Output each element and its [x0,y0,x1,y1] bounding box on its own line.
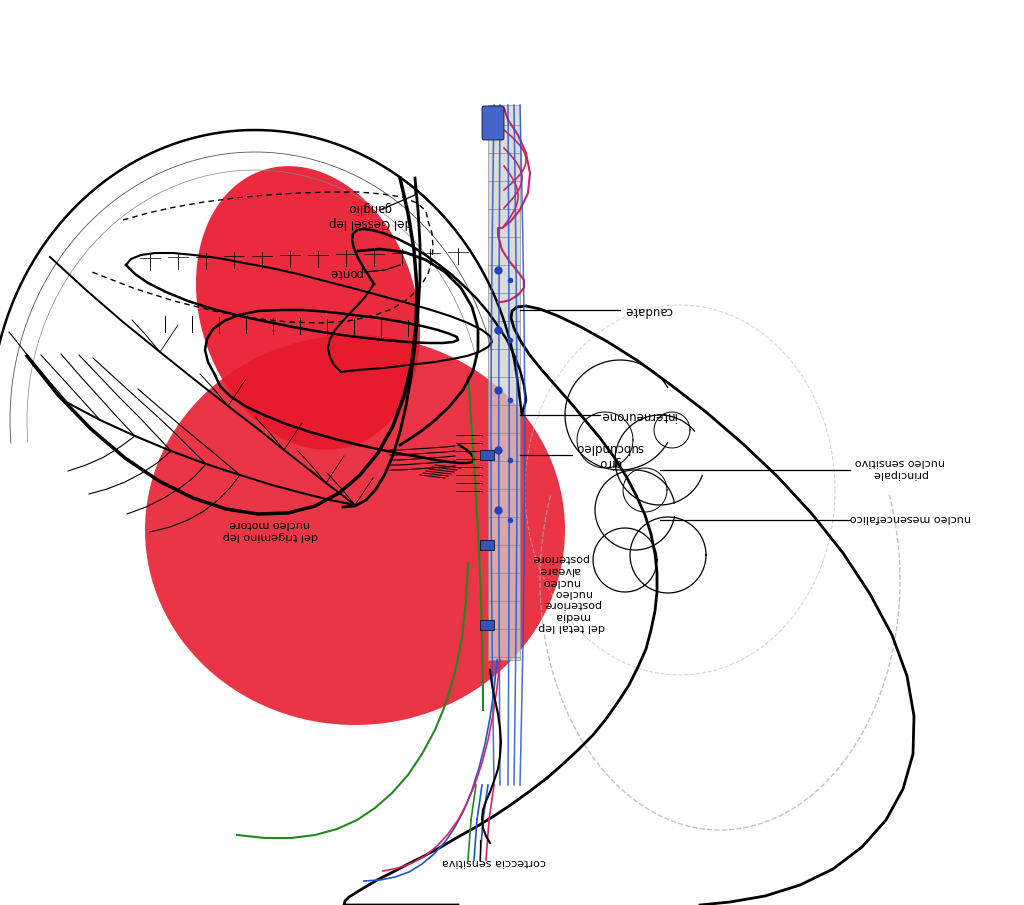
Text: nucleo
alveare
posteriore: nucleo alveare posteriore [531,553,588,586]
Polygon shape [196,167,420,450]
Text: del tetal lep
media
posteriore
nucleo: del tetal lep media posteriore nucleo [539,587,605,633]
Polygon shape [488,105,520,660]
Bar [480,620,494,630]
Text: nucleo mesencefalico: nucleo mesencefalico [850,513,971,523]
Text: del trigemino lep
nucleo motore: del trigemino lep nucleo motore [222,519,317,541]
Text: principale
nucleo sensitivo: principale nucleo sensitivo [855,457,945,479]
Text: del Gessel lep
ganglio: del Gessel lep ganglio [329,201,412,229]
Bar [480,450,494,460]
Text: interneurone: interneurone [600,408,676,422]
Bar [480,540,494,550]
Text: ponte: ponte [328,265,362,279]
Text: giro
subcundleo: giro subcundleo [577,441,644,469]
FancyBboxPatch shape [482,106,504,140]
Text: corteccia sensitiva: corteccia sensitiva [442,857,546,867]
Ellipse shape [145,335,565,725]
Text: caudate: caudate [624,303,672,317]
